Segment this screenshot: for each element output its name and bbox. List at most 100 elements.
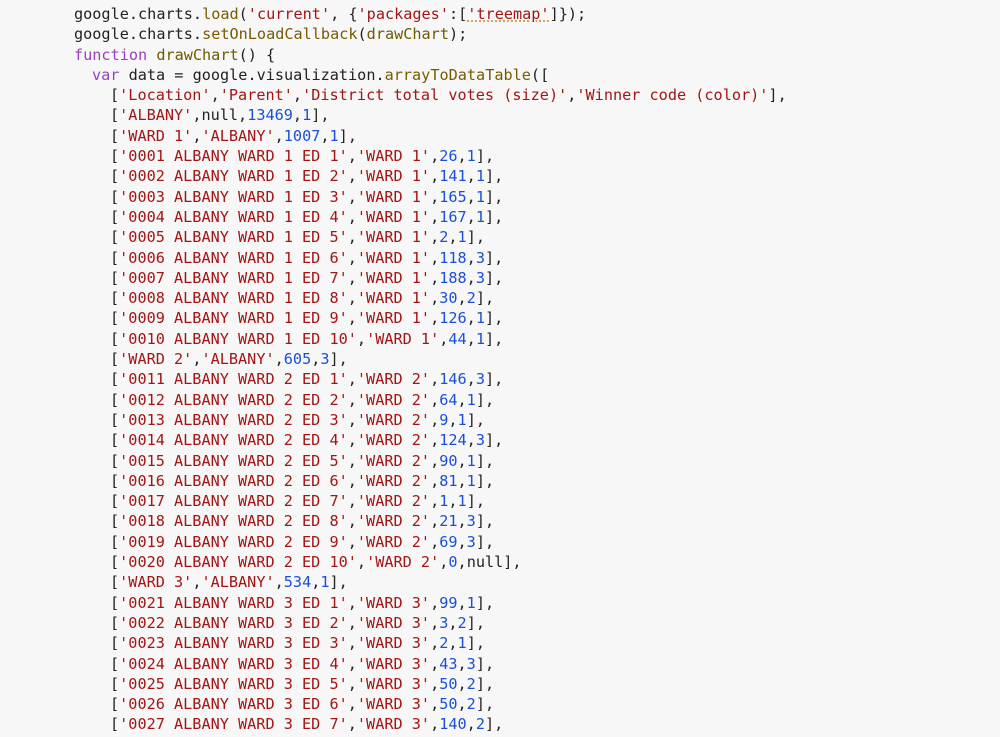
- tok-method: arrayToDataTable: [385, 66, 531, 84]
- row-color: 1: [476, 309, 485, 327]
- row-parent: 'WARD 1': [357, 309, 430, 327]
- tok-punct: data = google.visualization.: [119, 66, 384, 84]
- tok-method: setOnLoadCallback: [202, 25, 357, 43]
- row-size: 30: [439, 289, 457, 307]
- tok-punct: [147, 46, 156, 64]
- row-location: '0020 ALBANY WARD 2 ED 10': [119, 553, 357, 571]
- row-location: '0003 ALBANY WARD 1 ED 3': [119, 188, 348, 206]
- row-size: 605: [284, 350, 311, 368]
- tok-punct: .: [193, 5, 202, 23]
- row-color: 1: [458, 634, 467, 652]
- row-location: 'WARD 1': [119, 127, 192, 145]
- row-parent: 'WARD 3': [357, 655, 430, 673]
- row-size: 3: [439, 614, 448, 632]
- row-location: '0007 ALBANY WARD 1 ED 7': [119, 269, 348, 287]
- row-color: 3: [320, 350, 329, 368]
- row-parent: 'WARD 1': [357, 167, 430, 185]
- row-location: '0027 ALBANY WARD 3 ED 7': [119, 715, 348, 733]
- row-size: 118: [439, 249, 466, 267]
- tok-punct: ]});: [550, 5, 587, 23]
- tok-punct: ,: [293, 86, 302, 104]
- tok-call: drawChart: [156, 46, 238, 64]
- row-size: 2: [439, 228, 448, 246]
- row-color: 2: [467, 289, 476, 307]
- row-location: '0011 ALBANY WARD 2 ED 1': [119, 370, 348, 388]
- row-parent: 'WARD 2': [357, 492, 430, 510]
- row-location: '0009 ALBANY WARD 1 ED 9': [119, 309, 348, 327]
- row-location: '0008 ALBANY WARD 1 ED 8': [119, 289, 348, 307]
- tok-kw: function: [74, 46, 147, 64]
- tok-punct: .: [129, 5, 138, 23]
- row-location: '0018 ALBANY WARD 2 ED 8': [119, 512, 348, 530]
- row-size: 1: [439, 492, 448, 510]
- row-color: 1: [302, 106, 311, 124]
- row-size: 64: [439, 391, 457, 409]
- row-parent: 'WARD 3': [357, 715, 430, 733]
- row-color: 2: [467, 675, 476, 693]
- row-parent: 'WARD 3': [357, 675, 430, 693]
- tok-ident: google: [74, 25, 129, 43]
- tok-str: 'Winner code (color)': [576, 86, 768, 104]
- row-color: 1: [476, 167, 485, 185]
- row-location: '0006 ALBANY WARD 1 ED 6': [119, 249, 348, 267]
- tok-punct: () {: [239, 46, 276, 64]
- tok-punct: (: [358, 25, 367, 43]
- tok-str: 'packages': [358, 5, 449, 23]
- row-location: 'ALBANY': [119, 106, 192, 124]
- row-location: 'WARD 2': [119, 350, 192, 368]
- row-location: '0026 ALBANY WARD 3 ED 6': [119, 695, 348, 713]
- row-location: '0004 ALBANY WARD 1 ED 4': [119, 208, 348, 226]
- row-size: 50: [439, 675, 457, 693]
- row-parent: 'ALBANY': [201, 573, 274, 591]
- row-size: 2: [439, 634, 448, 652]
- row-size: 140: [439, 715, 466, 733]
- row-parent: 'WARD 3': [357, 614, 430, 632]
- row-parent: 'WARD 3': [357, 634, 430, 652]
- row-color: 2: [458, 614, 467, 632]
- row-parent: 'WARD 2': [357, 431, 430, 449]
- row-size: 44: [448, 330, 466, 348]
- row-location: '0017 ALBANY WARD 2 ED 7': [119, 492, 348, 510]
- tok-str: 'current': [248, 5, 330, 23]
- row-parent-null: null: [201, 106, 238, 124]
- row-size: 69: [439, 533, 457, 551]
- row-location: '0021 ALBANY WARD 3 ED 1': [119, 594, 348, 612]
- row-color: 1: [320, 573, 329, 591]
- row-color: 3: [476, 249, 485, 267]
- row-size: 99: [439, 594, 457, 612]
- tok-call: drawChart: [367, 25, 449, 43]
- row-location: '0010 ALBANY WARD 1 ED 10': [119, 330, 357, 348]
- row-parent: 'WARD 2': [366, 553, 439, 571]
- row-color: 1: [476, 208, 485, 226]
- row-color: 1: [467, 452, 476, 470]
- row-parent: 'WARD 2': [357, 533, 430, 551]
- tok-punct: (: [239, 5, 248, 23]
- row-color: 1: [467, 594, 476, 612]
- row-parent: 'WARD 2': [357, 370, 430, 388]
- row-size: 43: [439, 655, 457, 673]
- row-parent: 'WARD 2': [357, 452, 430, 470]
- row-size: 188: [439, 269, 466, 287]
- row-parent: 'WARD 2': [357, 472, 430, 490]
- row-size: 13469: [247, 106, 293, 124]
- row-location: '0025 ALBANY WARD 3 ED 5': [119, 675, 348, 693]
- row-color: 3: [467, 655, 476, 673]
- row-color-null: null: [467, 553, 504, 571]
- row-parent: 'WARD 2': [357, 391, 430, 409]
- row-parent: 'WARD 1': [357, 228, 430, 246]
- row-color: 1: [467, 147, 476, 165]
- row-color: 3: [467, 533, 476, 551]
- row-size: 146: [439, 370, 466, 388]
- row-location: 'WARD 3': [119, 573, 192, 591]
- row-color: 3: [467, 512, 476, 530]
- tok-method: load: [202, 5, 239, 23]
- tok-punct: , {: [330, 5, 357, 23]
- row-color: 2: [476, 715, 485, 733]
- tok-str: 'Location': [119, 86, 210, 104]
- row-color: 1: [458, 411, 467, 429]
- tok-punct: .: [129, 25, 138, 43]
- row-size: 9: [439, 411, 448, 429]
- tok-ident: google: [74, 5, 129, 23]
- tok-punct: .: [193, 25, 202, 43]
- row-size: 90: [439, 452, 457, 470]
